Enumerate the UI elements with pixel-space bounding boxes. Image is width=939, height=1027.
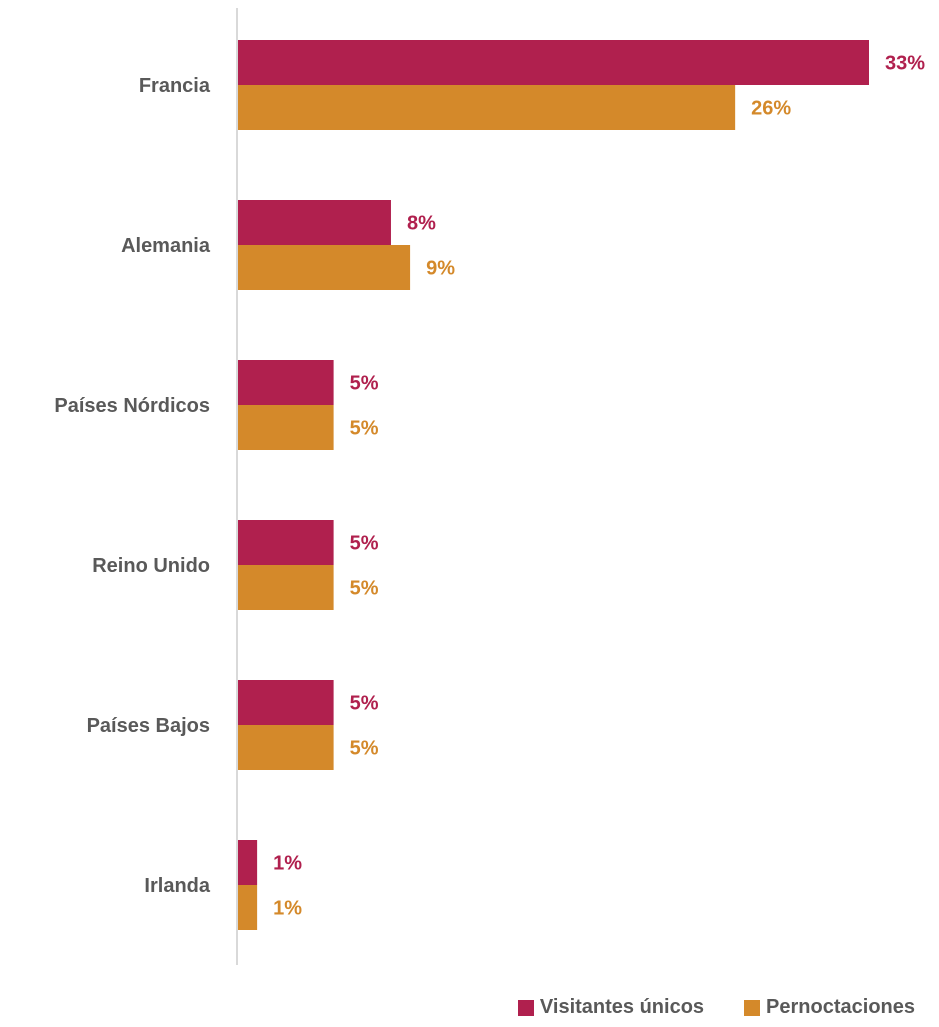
value-label-paises-nordicos-pernoctaciones: 5% bbox=[350, 418, 379, 440]
value-label-paises-bajos-visitantes: 5% bbox=[350, 693, 379, 715]
legend-label-pernoctaciones: Pernoctaciones bbox=[766, 996, 915, 1018]
category-label-francia: Francia bbox=[139, 75, 211, 97]
value-label-alemania-pernoctaciones: 9% bbox=[426, 258, 455, 280]
category-label-paises-nordicos: Países Nórdicos bbox=[54, 395, 210, 417]
bar-paises-nordicos-pernoctaciones bbox=[238, 405, 334, 450]
legend-label-visitantes: Visitantes únicos bbox=[539, 996, 705, 1018]
legend-item-visitantes: Visitantes únicos bbox=[517, 996, 705, 1019]
value-label-irlanda-visitantes: 1% bbox=[273, 853, 302, 875]
category-label-reino-unido: Reino Unido bbox=[92, 555, 210, 577]
bar-paises-nordicos-visitantes bbox=[238, 360, 334, 405]
value-label-reino-unido-pernoctaciones: 5% bbox=[350, 578, 379, 600]
bar-francia-visitantes bbox=[238, 40, 869, 85]
legend-swatch-pernoctaciones bbox=[744, 999, 761, 1016]
bar-reino-unido-visitantes bbox=[238, 520, 334, 565]
bar-irlanda-pernoctaciones bbox=[238, 885, 258, 930]
category-label-paises-bajos: Países Bajos bbox=[87, 715, 210, 737]
value-label-francia-pernoctaciones: 26% bbox=[751, 98, 791, 120]
legend-item-pernoctaciones: Pernoctaciones bbox=[744, 996, 915, 1019]
bar-irlanda-visitantes bbox=[238, 840, 258, 885]
bar-francia-pernoctaciones bbox=[238, 85, 736, 130]
bar-paises-bajos-pernoctaciones bbox=[238, 725, 334, 770]
value-label-reino-unido-visitantes: 5% bbox=[350, 533, 379, 555]
legend: Visitantes únicos Pernoctaciones bbox=[517, 996, 915, 1019]
value-label-irlanda-pernoctaciones: 1% bbox=[273, 898, 302, 920]
bar-reino-unido-pernoctaciones bbox=[238, 565, 334, 610]
bar-alemania-visitantes bbox=[238, 200, 391, 245]
value-label-alemania-visitantes: 8% bbox=[407, 213, 436, 235]
category-labels: Francia Alemania Países Nórdicos Reino Unid… bbox=[54, 75, 211, 897]
value-label-paises-nordicos-visitantes: 5% bbox=[350, 373, 379, 395]
category-label-irlanda: Irlanda bbox=[144, 875, 210, 897]
category-label-alemania: Alemania bbox=[121, 235, 211, 257]
bar-chart: Francia Alemania Países Nórdicos Reino Unid… bbox=[54, 8, 925, 965]
bar-paises-bajos-visitantes bbox=[238, 680, 334, 725]
bars bbox=[238, 40, 869, 930]
legend-swatch-visitantes bbox=[517, 999, 534, 1016]
value-label-paises-bajos-pernoctaciones: 5% bbox=[350, 738, 379, 760]
value-label-francia-visitantes: 33% bbox=[885, 53, 925, 75]
value-labels: 33% 26% 8% 9% 5% 5% 5% 5% 5% 5% 1% 1% bbox=[273, 53, 925, 920]
bar-alemania-pernoctaciones bbox=[238, 245, 411, 290]
